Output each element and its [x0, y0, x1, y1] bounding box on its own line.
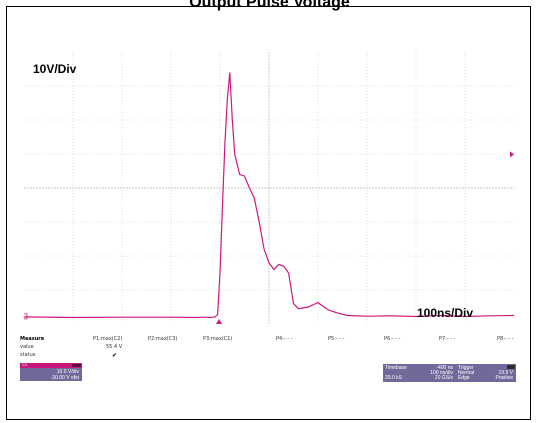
channel-descriptor[interactable]: C1 10.0 V/div -30.00 V ofst: [20, 362, 82, 381]
param-p4[interactable]: P4:- - -: [276, 336, 293, 342]
trigger-level: 19.9 V: [498, 370, 513, 376]
graticule: [24, 52, 514, 324]
param-p5[interactable]: P5:- - -: [328, 336, 345, 342]
measure-status-row: status ✔: [20, 352, 520, 359]
timebase-tdiv: 100 ns/div: [430, 370, 453, 376]
value-row-label: value: [20, 344, 34, 350]
param-p6[interactable]: P6:- - -: [384, 336, 401, 342]
timebase-label: Timebase: [385, 365, 407, 371]
channel-offset: -30.00 V ofst: [50, 375, 79, 381]
channel-header: C1: [20, 362, 82, 368]
vertical-scale-label: 10V/Div: [33, 62, 77, 76]
param-p8[interactable]: P8:- - -: [497, 336, 514, 342]
measure-value-row: value 55.4 V: [20, 344, 520, 351]
channel-vdiv: 10.0 V/div: [56, 369, 79, 375]
measure-panel: Measure P1:max(C2) P2:max(C3) P3:max(C1)…: [20, 336, 520, 366]
p1-value: 55.4 V: [106, 344, 123, 350]
trigger-mode: Normal: [458, 370, 475, 376]
param-p1[interactable]: P1:max(C2): [93, 336, 123, 342]
channel-toggle-button[interactable]: [72, 364, 81, 367]
timebase-rate: 20 GS/s: [434, 375, 453, 381]
channel-settings: 10.0 V/div -30.00 V ofst: [20, 368, 82, 381]
param-p7[interactable]: P7:- - -: [439, 336, 456, 342]
trigger-position-marker[interactable]: [216, 319, 222, 324]
voltage-trace: [24, 72, 514, 319]
timebase-samples: 20.0 kS: [385, 375, 402, 381]
param-p3[interactable]: P3:max(C1): [203, 336, 233, 342]
trigger-channel-badge: [507, 365, 515, 369]
status-row-label: status: [20, 352, 36, 358]
oscilloscope-screen: [24, 52, 514, 324]
waveform-plot: [24, 52, 514, 324]
time-scale-label: 100ns/Div: [417, 306, 474, 320]
trigger-label: Trigger: [458, 365, 474, 371]
measure-title: Measure: [20, 336, 45, 342]
channel-label: C1: [22, 362, 28, 367]
figure-title: Output Pulse Voltage: [189, 0, 350, 11]
trigger-descriptor[interactable]: Trigger Normal 19.9 V Edge Positive: [456, 364, 516, 382]
timebase-descriptor[interactable]: Timebase -400 ns 100 ns/div 20.0 kS 20 G…: [383, 364, 456, 382]
trigger-level-marker[interactable]: [510, 151, 514, 158]
trigger-type: Edge: [458, 375, 470, 381]
measure-header-row: Measure P1:max(C2) P2:max(C3) P3:max(C1)…: [20, 336, 520, 343]
param-p2[interactable]: P2:max(C3): [148, 336, 178, 342]
timebase-delay: -400 ns: [436, 365, 453, 371]
status-check-icon: ✔: [112, 352, 118, 359]
trigger-slope: Positive: [495, 375, 513, 381]
